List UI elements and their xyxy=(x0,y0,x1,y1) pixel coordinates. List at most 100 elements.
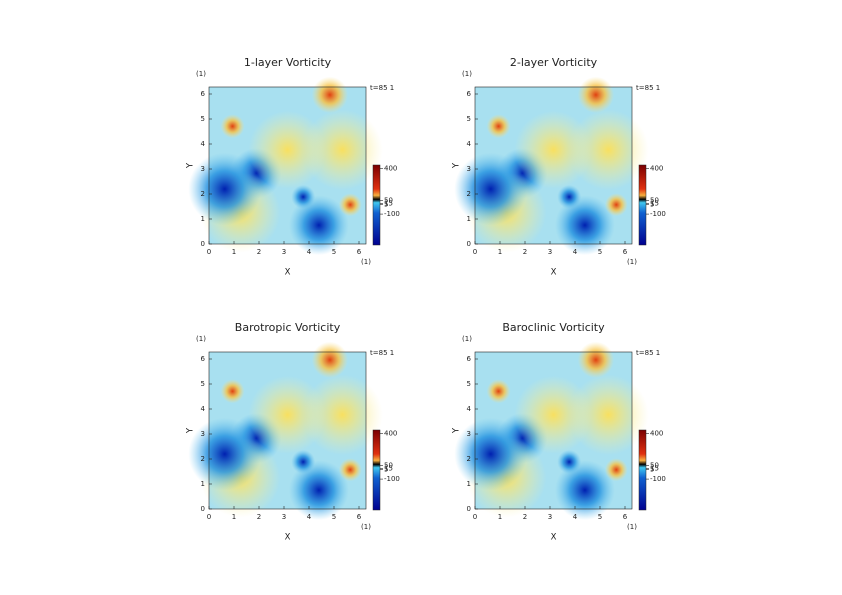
x-tick-label: 5 xyxy=(598,513,602,521)
field-texture xyxy=(577,76,615,114)
colorbar-tick-label: 400 xyxy=(650,165,663,173)
panel: 0 1 2 3 4 5 6 0 1 2 3 4 5 6 Baroclinic Vorticity X Y (1) (… xyxy=(452,321,666,543)
annotation: t=85 1 xyxy=(636,84,660,92)
field-texture xyxy=(514,110,593,189)
field-texture xyxy=(302,109,383,191)
panel: 0 1 2 3 4 5 6 0 1 2 3 4 5 6 1-layer Vorticity X Y (1) (1) t… xyxy=(186,56,400,278)
y-tick-label: 5 xyxy=(467,380,471,388)
y-tick-label: 3 xyxy=(467,165,471,173)
colorbar-tick-label: 400 xyxy=(384,165,397,173)
colorbar-tick-label: 50 xyxy=(650,461,659,469)
x-axis-label: X xyxy=(551,533,557,543)
plot-frame xyxy=(208,86,367,245)
x-tick-label: 1 xyxy=(232,513,236,521)
y-tick-label: 6 xyxy=(201,355,206,363)
x-axis-label: X xyxy=(551,268,557,278)
colorbar-tick-label: 400 xyxy=(650,430,663,438)
y-tick-label: 4 xyxy=(467,405,472,413)
x-tick-label: 3 xyxy=(548,248,552,256)
colorbar-tick-label: -100 xyxy=(384,210,400,218)
y-tick-label: 5 xyxy=(467,115,471,123)
y-unit: (1) xyxy=(462,70,472,78)
chart-title: 2-layer Vorticity xyxy=(510,56,598,69)
field-texture xyxy=(557,184,582,209)
colorbar-tick-label: 50 xyxy=(384,196,393,204)
field-texture xyxy=(248,110,327,189)
annotation: t=85 1 xyxy=(370,349,394,357)
x-unit: (1) xyxy=(361,523,371,531)
y-unit: (1) xyxy=(196,335,206,343)
plot-frame xyxy=(474,351,633,510)
y-axis-label: Y xyxy=(186,162,196,169)
y-tick-label: 3 xyxy=(201,430,205,438)
x-unit: (1) xyxy=(361,258,371,266)
x-tick-label: 0 xyxy=(473,248,477,256)
x-tick-label: 3 xyxy=(282,513,286,521)
colorbar-tick-label: 15 xyxy=(650,200,659,208)
x-tick-label: 2 xyxy=(523,513,527,521)
colorbar-tick-label: 15 xyxy=(384,200,393,208)
x-tick-label: 3 xyxy=(548,513,552,521)
y-tick-label: 2 xyxy=(201,455,205,463)
x-tick-label: 4 xyxy=(573,513,578,521)
x-tick-label: 6 xyxy=(357,248,362,256)
annotation: t=85 1 xyxy=(370,84,394,92)
y-tick-label: 4 xyxy=(201,140,206,148)
y-axis-label: Y xyxy=(186,427,196,434)
x-tick-label: 0 xyxy=(207,513,211,521)
y-axis-label: Y xyxy=(452,162,462,169)
y-tick-label: 1 xyxy=(467,215,471,223)
panel: 0 1 2 3 4 5 6 0 1 2 3 4 5 6 2-layer Vorticity X Y (1) (1) t… xyxy=(452,56,666,278)
field-texture xyxy=(288,460,349,521)
x-tick-label: 2 xyxy=(523,248,527,256)
field-texture xyxy=(302,374,383,456)
field-texture xyxy=(291,449,316,474)
colorbar-tick-label: 50 xyxy=(650,196,659,204)
x-tick-label: 6 xyxy=(623,248,628,256)
y-tick-label: 6 xyxy=(467,355,472,363)
y-tick-label: 4 xyxy=(467,140,472,148)
y-tick-label: 3 xyxy=(467,430,471,438)
plot-frame xyxy=(208,351,367,510)
field-texture xyxy=(291,184,316,209)
field-texture xyxy=(311,341,349,379)
x-tick-label: 0 xyxy=(207,248,211,256)
colorbar-tick-label: -100 xyxy=(384,475,400,483)
y-tick-label: 2 xyxy=(201,190,205,198)
colorbar xyxy=(372,429,381,511)
panel: 0 1 2 3 4 5 6 0 1 2 3 4 5 6 Barotropic Vorticity X Y (1) (… xyxy=(186,321,400,543)
field-texture xyxy=(188,417,262,491)
x-tick-label: 6 xyxy=(357,513,362,521)
x-tick-label: 1 xyxy=(498,513,502,521)
x-tick-label: 4 xyxy=(307,513,312,521)
x-tick-label: 4 xyxy=(307,248,312,256)
y-tick-label: 0 xyxy=(467,505,471,513)
colorbar xyxy=(638,429,647,511)
field-texture xyxy=(288,195,349,256)
y-tick-label: 1 xyxy=(201,480,205,488)
y-tick-label: 2 xyxy=(467,190,471,198)
plot-frame xyxy=(474,86,633,245)
field-texture xyxy=(248,375,327,454)
x-tick-label: 4 xyxy=(573,248,578,256)
colorbar-tick-label: 400 xyxy=(384,430,397,438)
field-texture xyxy=(338,458,362,482)
colorbar-tick-label: 5 xyxy=(650,466,654,474)
colorbar-tick-label: 50 xyxy=(384,461,393,469)
y-tick-label: 5 xyxy=(201,115,205,123)
x-tick-label: 2 xyxy=(257,513,261,521)
field-texture xyxy=(604,458,628,482)
x-tick-label: 1 xyxy=(498,248,502,256)
y-tick-label: 1 xyxy=(201,215,205,223)
x-tick-label: 5 xyxy=(332,513,336,521)
colorbar-tick-label: 15 xyxy=(384,465,393,473)
y-tick-label: 0 xyxy=(467,240,471,248)
colorbar-tick-label: 5 xyxy=(384,201,388,209)
y-axis-label: Y xyxy=(452,427,462,434)
field-texture xyxy=(454,152,528,226)
colorbar-tick-label: -100 xyxy=(650,475,666,483)
y-unit: (1) xyxy=(462,335,472,343)
x-unit: (1) xyxy=(627,258,637,266)
colorbar xyxy=(638,164,647,246)
